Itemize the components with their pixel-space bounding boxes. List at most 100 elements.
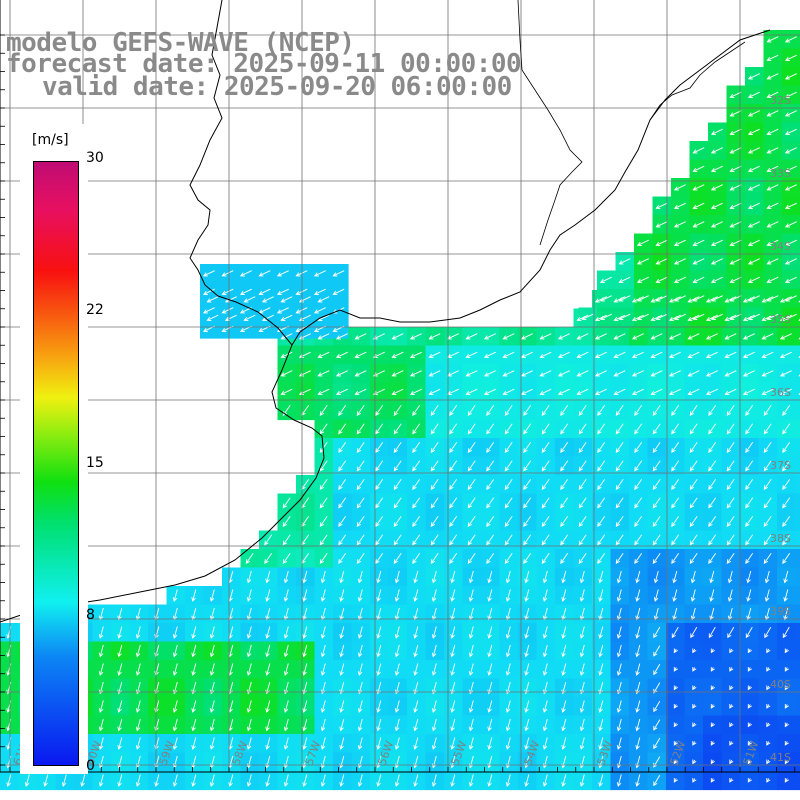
wind-arrow	[689, 423, 698, 434]
wind-arrow-head	[98, 652, 104, 658]
wind-arrow	[784, 570, 789, 583]
wind-arrow	[301, 534, 310, 545]
wind-arrow	[99, 644, 104, 657]
wind-arrow-head	[243, 316, 249, 321]
wind-arrow-head	[784, 167, 790, 172]
wind-arrow-head	[430, 522, 436, 527]
wind-arrow	[656, 239, 668, 246]
wind-arrow	[711, 128, 723, 135]
wind-arrow-head	[450, 745, 455, 750]
wind-arrow-head	[653, 707, 658, 713]
coastline-rio-de-la-plata-north	[291, 29, 771, 346]
wind-arrow	[356, 460, 365, 471]
wind-arrow-head	[430, 559, 436, 564]
wind-arrow-head	[560, 411, 565, 416]
wind-arrow-head	[302, 782, 307, 787]
wind-arrow	[358, 681, 363, 694]
wind-arrow-head	[798, 374, 800, 377]
wind-arrow	[562, 774, 567, 787]
wind-arrow	[467, 405, 476, 416]
wind-arrow	[358, 700, 363, 713]
wind-arrow	[414, 774, 419, 787]
wind-arrow-head	[339, 615, 344, 621]
wind-arrow-head	[671, 540, 676, 546]
wind-arrow-head	[431, 745, 437, 750]
wind-arrow	[637, 313, 649, 320]
wind-arrow-head	[487, 782, 492, 787]
wind-arrow	[614, 370, 626, 377]
wind-arrow-head	[560, 448, 565, 453]
wind-arrow-head	[413, 782, 418, 787]
wind-arrow-head	[729, 278, 735, 283]
wind-arrow-head	[338, 448, 343, 453]
wind-arrow-head	[560, 429, 565, 435]
wind-arrow	[356, 553, 365, 564]
wind-arrow	[560, 423, 569, 434]
wind-arrow-head	[209, 634, 215, 639]
wind-arrow-head	[449, 503, 454, 509]
wind-arrow-head	[6, 726, 11, 732]
wind-arrow	[395, 607, 400, 620]
wind-arrow	[580, 681, 585, 694]
wind-arrow	[301, 479, 310, 490]
wind-arrow	[356, 497, 365, 508]
wind-arrow-head	[709, 597, 714, 602]
wind-arrow	[654, 570, 659, 583]
wind-arrow	[540, 388, 552, 395]
wind-arrow	[597, 516, 606, 527]
wind-arrow-head	[24, 782, 30, 787]
wind-arrow	[543, 755, 548, 768]
wind-arrow	[469, 570, 474, 583]
wind-arrow-head	[486, 485, 491, 490]
wind-cell	[795, 678, 800, 698]
wind-arrow-head	[635, 745, 640, 750]
wind-arrow-head	[784, 75, 790, 80]
wind-arrow-head	[655, 315, 661, 320]
wind-arrow	[488, 589, 493, 602]
wind-arrow-head	[505, 782, 511, 787]
wind-arrow-head	[710, 241, 716, 246]
wind-arrow-head	[524, 634, 529, 639]
wind-arrow	[745, 442, 754, 453]
wind-arrow-head	[450, 652, 455, 658]
wind-arrow-head	[283, 597, 289, 602]
wind-arrow-head	[726, 559, 732, 564]
wind-arrow-head	[692, 759, 697, 765]
wind-arrow-head	[635, 578, 640, 584]
wind-arrow	[656, 295, 668, 302]
wind-arrow-head	[412, 522, 417, 527]
wind-arrow-head	[523, 466, 528, 472]
wind-arrow-head	[798, 392, 800, 395]
wind-arrow	[373, 370, 385, 377]
wind-arrow	[247, 626, 252, 639]
wind-arrow	[634, 442, 643, 453]
wind-arrow	[506, 755, 511, 768]
wind-arrow-head	[313, 272, 319, 277]
wind-arrow	[578, 405, 587, 416]
wind-arrow-head	[191, 726, 196, 732]
wind-arrow	[395, 755, 400, 768]
wind-arrow	[355, 351, 367, 358]
wind-arrow	[412, 553, 421, 564]
wind-arrow	[118, 700, 123, 713]
wind-arrow-head	[783, 578, 788, 584]
wind-arrow	[617, 644, 622, 657]
wind-arrow	[281, 333, 293, 340]
wind-arrow-head	[708, 522, 713, 527]
wind-arrow-head	[729, 260, 735, 265]
wind-arrow	[656, 202, 668, 209]
wind-arrow-head	[282, 559, 288, 564]
wind-arrow-head	[747, 167, 753, 172]
wind-arrow	[506, 607, 511, 620]
wind-arrow-head	[692, 778, 697, 783]
wind-arrow	[637, 239, 649, 246]
wind-arrow	[674, 239, 686, 246]
wind-arrow	[748, 239, 760, 246]
wind-arrow-head	[542, 671, 548, 676]
wind-arrow	[504, 516, 513, 527]
wind-arrow-head	[708, 429, 713, 435]
wind-arrow-head	[650, 353, 656, 358]
wind-arrow-head	[523, 540, 528, 546]
wind-arrow-head	[339, 782, 344, 787]
wind-arrow-head	[653, 762, 658, 768]
